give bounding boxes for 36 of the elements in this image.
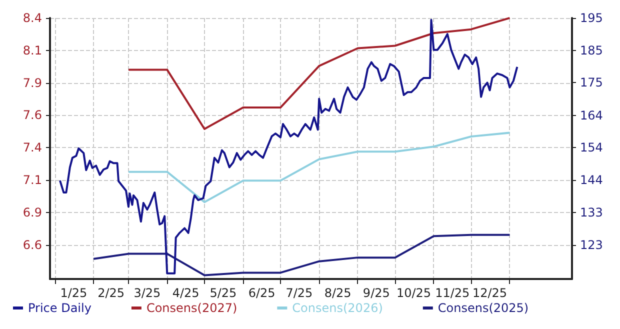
y2-tick-label: 123 <box>580 238 603 252</box>
x-tick-label: 10/25 <box>396 286 432 300</box>
y2-tick-label: 185 <box>580 44 603 58</box>
y-tick-label: 7.6 <box>22 108 42 122</box>
y2-tick-label: 164 <box>580 108 603 123</box>
line-series <box>92 234 511 276</box>
y-tick-label: 7.4 <box>22 140 42 155</box>
y2-tick-label: 195 <box>580 11 603 25</box>
x-tick-label: 12/25 <box>472 286 508 300</box>
y-tick-label: 6.9 <box>22 206 42 220</box>
x-tick-label: 9/25 <box>362 286 390 300</box>
x-tick-label: 11/25 <box>435 286 470 300</box>
x-tick-label: 8/25 <box>324 286 352 300</box>
y-tick-label: 8.4 <box>22 11 42 25</box>
line-series <box>127 132 511 204</box>
y2-tick-label: 154 <box>580 140 603 155</box>
y-tick-label: 8.1 <box>22 43 42 58</box>
y2-tick-label: 144 <box>580 173 603 188</box>
legend-label: Consens(2027) <box>146 301 238 315</box>
y-tick-label: 7.9 <box>22 76 42 90</box>
legend-label: Consens(2025) <box>438 301 529 315</box>
x-tick-label: 2/25 <box>98 286 125 300</box>
y2-tick-label: 133 <box>580 206 603 220</box>
line-series <box>127 17 511 130</box>
legend-label: Price Daily <box>28 301 92 315</box>
x-tick-label: 1/25 <box>60 286 88 300</box>
y2-tick-label: 175 <box>580 76 603 90</box>
x-tick-label: 5/25 <box>210 286 237 300</box>
y-tick-label: 6.6 <box>22 238 42 252</box>
line-series <box>58 18 518 274</box>
legend-label: Consens(2026) <box>292 301 383 315</box>
x-tick-label: 4/25 <box>172 286 200 300</box>
x-tick-label: 3/25 <box>134 286 161 300</box>
y-tick-label: 7.1 <box>22 173 42 188</box>
x-tick-label: 6/25 <box>248 286 276 300</box>
x-tick-label: 7/25 <box>286 286 313 300</box>
